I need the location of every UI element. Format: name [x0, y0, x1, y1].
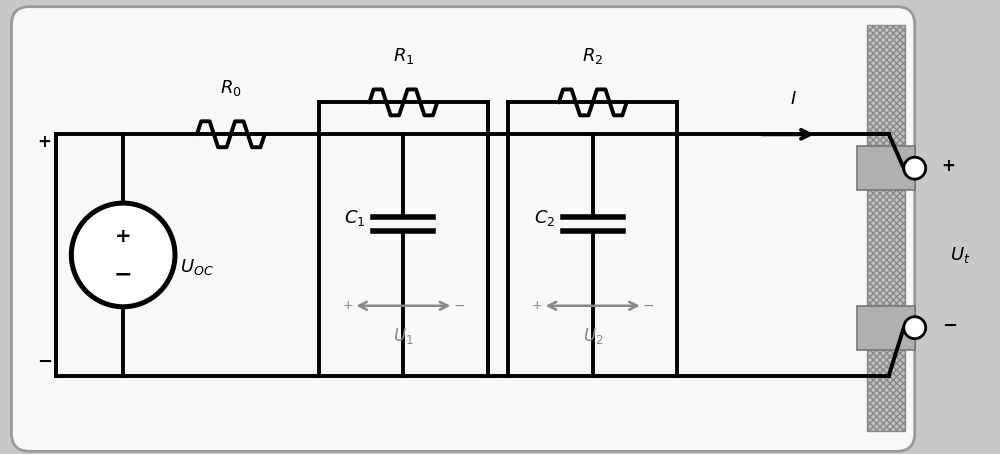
Text: $U_t$: $U_t$ [950, 245, 971, 265]
Bar [867, 25, 905, 431]
Text: −: − [942, 317, 957, 335]
Text: $R_1$: $R_1$ [393, 46, 414, 66]
Circle shape [71, 203, 175, 307]
Text: +: + [37, 133, 51, 151]
Text: −: − [114, 265, 132, 285]
Bar [857, 146, 915, 190]
Text: +: + [532, 299, 542, 312]
Text: +: + [115, 227, 131, 247]
Text: $R_2$: $R_2$ [582, 46, 603, 66]
Circle shape [904, 157, 926, 179]
Text: +: + [342, 299, 353, 312]
Text: $C_1$: $C_1$ [344, 208, 365, 228]
Circle shape [904, 317, 926, 339]
Text: $R_0$: $R_0$ [220, 79, 242, 99]
Text: −: − [453, 299, 465, 313]
Bar [857, 306, 915, 350]
Text: −: − [37, 353, 52, 370]
Text: +: + [942, 157, 956, 175]
Text: −: − [643, 299, 654, 313]
Text: $I$: $I$ [790, 90, 797, 109]
Text: $U_1$: $U_1$ [393, 326, 414, 345]
FancyBboxPatch shape [11, 7, 915, 451]
Text: $U_{OC}$: $U_{OC}$ [180, 257, 214, 277]
Text: $C_2$: $C_2$ [534, 208, 555, 228]
Text: $U_2$: $U_2$ [583, 326, 603, 345]
